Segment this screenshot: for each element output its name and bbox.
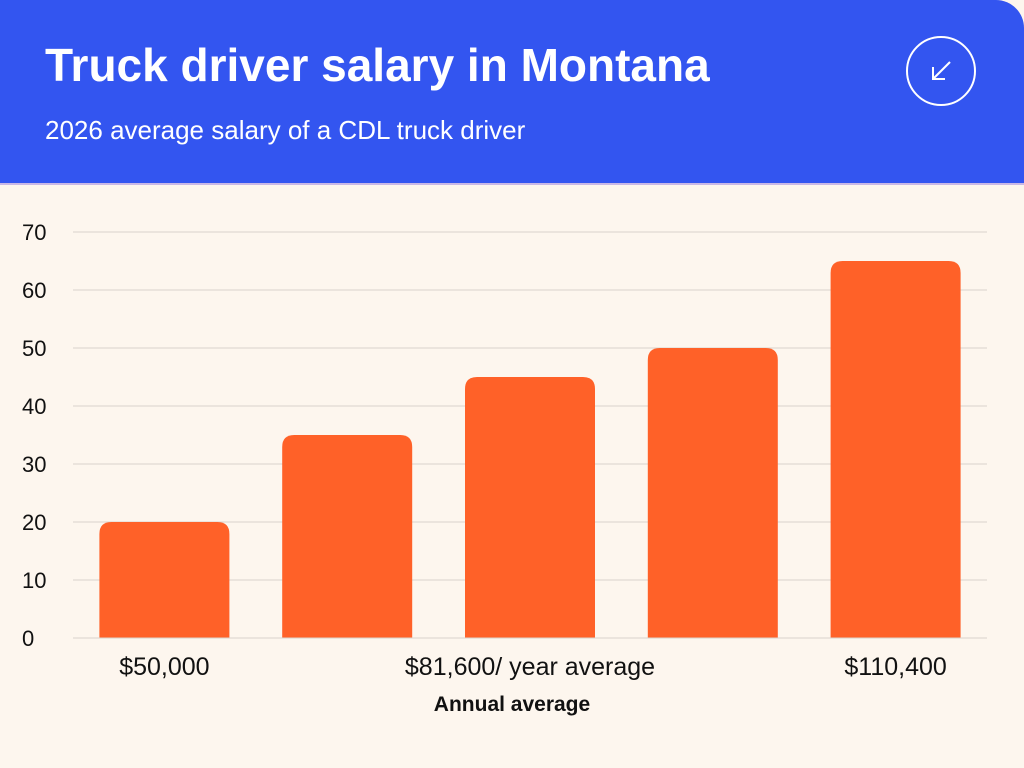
- x-tick-label: $110,400: [844, 653, 946, 681]
- bar: [647, 348, 778, 638]
- chart-title: Truck driver salary in Montana: [45, 39, 710, 91]
- bar: [830, 261, 961, 638]
- x-tick-label: $81,600/ year average: [405, 653, 655, 681]
- bar: [282, 435, 413, 638]
- y-tick-label: 10: [22, 568, 46, 593]
- y-tick-label: 60: [22, 278, 46, 303]
- y-tick-label: 70: [22, 220, 46, 245]
- x-axis-title: Annual average: [433, 693, 591, 716]
- arrow-down-left-icon-glyph: [932, 61, 951, 80]
- y-tick-label: 0: [22, 626, 34, 651]
- x-tick-label: $50,000: [119, 653, 209, 681]
- bar: [465, 377, 595, 638]
- arrow-down-left-icon[interactable]: [906, 36, 976, 106]
- bar-chart: 0 10 20 30 40 50 60 70 $50,000 $81,600/ year aver…: [22, 220, 987, 681]
- y-tick-label: 30: [22, 452, 46, 477]
- y-tick-label: 20: [22, 510, 46, 535]
- bar: [99, 522, 230, 638]
- y-tick-label: 40: [22, 394, 46, 419]
- y-tick-label: 50: [22, 336, 46, 361]
- header-banner: Truck driver salary in Montana 2026 aver…: [0, 0, 1024, 183]
- chart-subtitle: 2026 average salary of a CDL truck drive…: [45, 115, 526, 145]
